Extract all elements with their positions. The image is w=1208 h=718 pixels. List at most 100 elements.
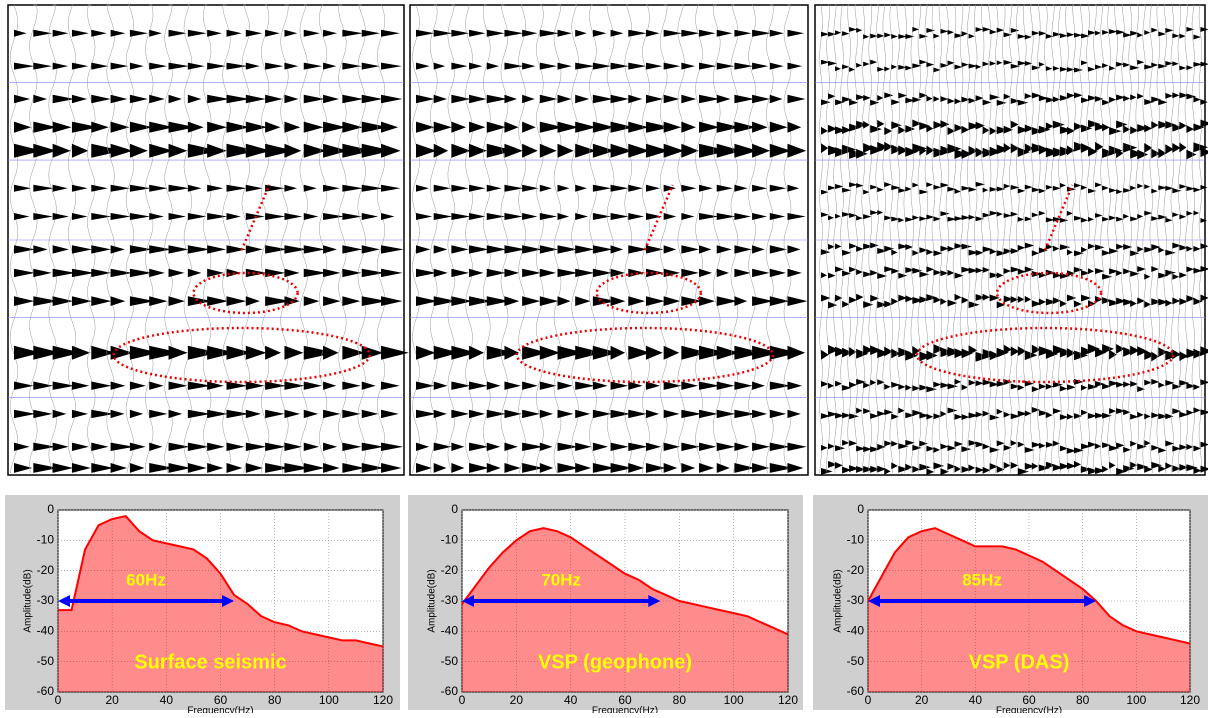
wiggle-trace — [980, 4, 985, 474]
wiggle-lobe — [769, 381, 791, 390]
wiggle-lobe — [1137, 124, 1149, 133]
wiggle-lobe — [381, 409, 399, 419]
wiggle-lobe — [1137, 297, 1145, 305]
wiggle-lobe — [681, 94, 697, 104]
wiggle-lobe — [575, 121, 597, 133]
wiggle-lobe — [1193, 123, 1205, 132]
wiggle-lobe — [610, 268, 625, 278]
wiggle-lobe — [149, 213, 164, 220]
wiggle-lobe — [1116, 120, 1128, 129]
wiggle-lobe — [1038, 95, 1049, 102]
wiggle-lobe — [870, 269, 878, 276]
wiggle-lobe — [1109, 29, 1118, 35]
wiggle-lobe — [1144, 379, 1152, 386]
wiggle-lobe — [940, 96, 948, 102]
wiggle-lobe — [451, 409, 470, 419]
wiggle-lobe — [842, 96, 853, 103]
wiggle-lobe — [821, 143, 829, 154]
wiggle-lobe — [787, 29, 805, 37]
wiggle-lobe — [1144, 210, 1153, 216]
wiggle-lobe — [734, 345, 763, 360]
wiggle-lobe — [469, 62, 483, 70]
wiggle-lobe — [769, 121, 788, 133]
wiggle-lobe — [361, 121, 389, 133]
wiggle-lobe — [968, 249, 980, 256]
wiggle-lobe — [1193, 142, 1208, 153]
wiggle-lobe — [610, 29, 624, 37]
wiggle-lobe — [149, 268, 165, 278]
wiggle-lobe — [968, 412, 979, 419]
wiggle-lobe — [884, 66, 891, 72]
wiggle-lobe — [1031, 212, 1039, 218]
wiggle-lobe — [968, 122, 981, 130]
wiggle-lobe — [1031, 462, 1039, 470]
wiggle-lobe — [110, 213, 131, 220]
wiggle-lobe — [849, 347, 857, 357]
wiggle-lobe — [592, 409, 612, 419]
x-tick-label: 100 — [1126, 693, 1146, 707]
wiggle-lobe — [1003, 295, 1014, 303]
wiggle-lobe — [14, 94, 31, 104]
wiggle-lobe — [52, 345, 81, 360]
wiggle-lobe — [1158, 120, 1170, 129]
wiggle-lobe — [1193, 61, 1203, 67]
wiggle-trace — [1093, 4, 1097, 474]
wiggle-lobe — [610, 296, 626, 306]
wiggle-lobe — [1144, 184, 1151, 190]
wiggle-lobe — [539, 245, 559, 254]
wiggle-lobe — [989, 146, 1002, 157]
wiggle-lobe — [539, 463, 554, 473]
wiggle-lobe — [149, 29, 162, 37]
wiggle-lobe — [1186, 245, 1193, 252]
wiggle-lobe — [663, 184, 677, 192]
wiggle-lobe — [1137, 386, 1146, 393]
wiggle-lobe — [14, 29, 27, 37]
y-tick-label: -30 — [37, 593, 55, 607]
wiggle-lobe — [592, 94, 614, 104]
wiggle-lobe — [681, 121, 696, 133]
wiggle-lobe — [71, 268, 95, 278]
wiggle-lobe — [905, 65, 913, 71]
wiggle-lobe — [433, 442, 452, 451]
wiggle-lobe — [245, 268, 267, 278]
wiggle-lobe — [1193, 445, 1202, 452]
wiggle-lobe — [451, 463, 465, 473]
wiggle-lobe — [884, 245, 895, 252]
wiggle-lobe — [961, 62, 969, 68]
wiggle-lobe — [1059, 445, 1069, 452]
wiggle-lobe — [1165, 269, 1177, 276]
wiggle-lobe — [1193, 187, 1201, 193]
wiggle-lobe — [1200, 379, 1208, 386]
wiggle-lobe — [1158, 99, 1168, 106]
wiggle-lobe — [982, 147, 995, 158]
wiggle-trace — [1037, 4, 1041, 474]
wiggle-lobe — [884, 383, 891, 390]
wiggle-lobe — [1109, 299, 1121, 307]
arrow-head — [222, 595, 235, 607]
wiggle-lobe — [207, 409, 228, 419]
wiggle-lobe — [699, 442, 717, 451]
wiggle-lobe — [891, 34, 898, 39]
wiggle-lobe — [1059, 300, 1067, 308]
wiggle-lobe — [522, 184, 539, 192]
wiggle-lobe — [504, 442, 518, 451]
wiggle-lobe — [752, 29, 772, 37]
wiggle-lobe — [416, 121, 435, 133]
wiggle-lobe — [926, 145, 935, 156]
wiggle-lobe — [71, 143, 89, 158]
wiggle-lobe — [628, 94, 643, 104]
wiggle-lobe — [681, 143, 699, 158]
wiggle-trace — [606, 4, 615, 474]
wiggle-lobe — [265, 268, 286, 278]
wiggle-lobe — [1073, 92, 1083, 99]
wiggle-lobe — [1066, 67, 1075, 72]
wiggle-lobe — [71, 94, 88, 104]
wiggle-lobe — [856, 215, 863, 221]
wiggle-lobe — [1081, 270, 1090, 277]
wiggle-lobe — [1179, 142, 1187, 153]
wiggle-lobe — [245, 245, 263, 254]
wiggle-lobe — [905, 34, 915, 39]
wiggle-lobe — [663, 381, 682, 390]
wiggle-lobe — [557, 94, 572, 104]
wiggle-lobe — [381, 29, 400, 37]
